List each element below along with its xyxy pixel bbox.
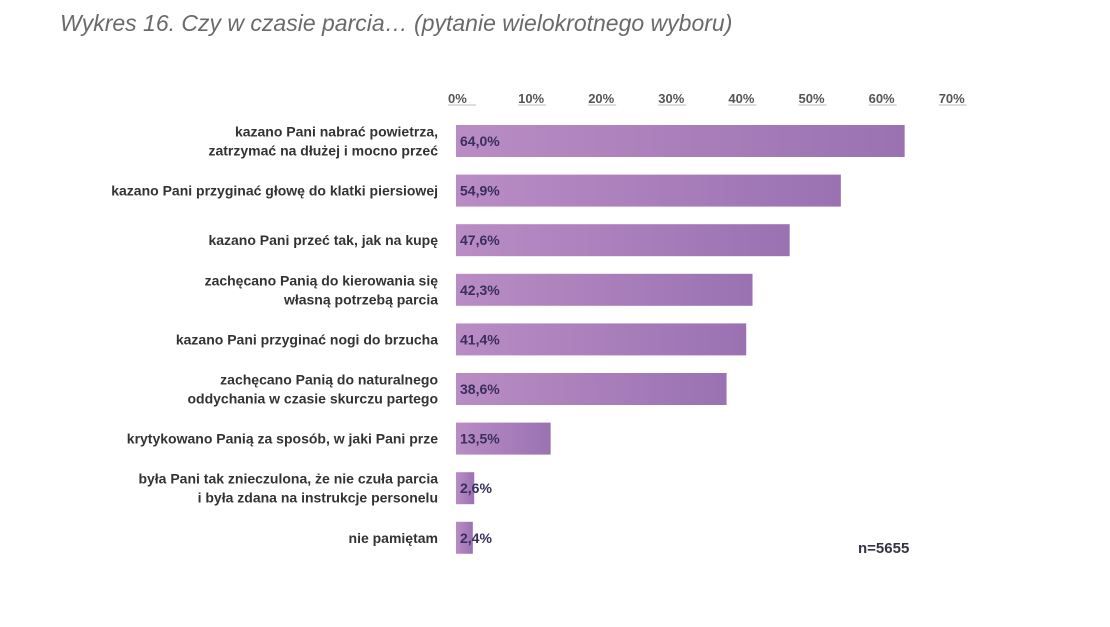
category-label: kazano Pani przyginać głowę do klatki pi…	[111, 183, 438, 199]
bar	[456, 125, 905, 157]
category-label: zatrzymać na dłużej i mocno przeć	[208, 143, 438, 159]
bar	[456, 521, 473, 554]
category-label: oddychania w czasie skurczu partego	[187, 391, 438, 407]
category-label: była Pani tak znieczulona, że nie czuła …	[138, 471, 438, 487]
bar	[456, 174, 841, 207]
category-label: i była zdana na instrukcje personelu	[198, 490, 438, 506]
bar	[456, 422, 551, 455]
bar	[456, 472, 475, 505]
x-tick-label: 40%	[728, 91, 754, 106]
bar	[456, 323, 747, 356]
category-label: własną potrzebą parcia	[283, 291, 438, 307]
bar-value-label: 38,6%	[460, 381, 500, 397]
x-tick-label: 0%	[448, 91, 467, 106]
category-label: kazano Pani przyginać nogi do brzucha	[176, 331, 438, 347]
category-label: kazano Pani nabrać powietrza,	[235, 124, 438, 140]
x-tick-label: 60%	[869, 91, 895, 106]
x-tick-label: 30%	[658, 91, 684, 106]
x-tick-label: 70%	[939, 91, 965, 106]
category-label: krytykowano Panią za sposób, w jaki Pani…	[127, 431, 438, 447]
category-labels: kazano Pani nabrać powietrza, zatrzymać n…	[111, 124, 438, 546]
sample-size-note: n=5655	[858, 540, 910, 557]
chart-title: Wykres 16. Czy w czasie parcia… (pytanie…	[60, 10, 733, 36]
bar-value-label: 2,6%	[460, 480, 492, 496]
bar	[456, 224, 790, 257]
x-axis: 0% 10% 20% 30% 40% 50% 60% 70%	[448, 91, 967, 106]
x-tick-label: 10%	[518, 91, 544, 106]
category-label: nie pamiętam	[349, 530, 438, 546]
bar	[456, 273, 753, 306]
category-label: zachęcano Panią do naturalnego	[220, 372, 438, 388]
x-tick-label: 50%	[799, 91, 825, 106]
bar-value-label: 64,0%	[460, 133, 500, 149]
bars-group: 64,0% 54,9% 47,6% 42,3% 41,4% 38,6% 13,5% 2,6% 2…	[456, 125, 905, 554]
bar-value-label: 13,5%	[460, 431, 500, 447]
bar-value-label: 2,4%	[460, 530, 492, 546]
category-label: zachęcano Panią do kierowania się	[205, 272, 439, 288]
bar-value-label: 47,6%	[460, 232, 500, 248]
bar-value-label: 54,9%	[460, 183, 500, 199]
x-tick-label: 20%	[588, 91, 614, 106]
bar-value-label: 42,3%	[460, 282, 500, 298]
category-label: kazano Pani przeć tak, jak na kupę	[208, 232, 438, 248]
bar-value-label: 41,4%	[460, 331, 500, 347]
bar	[456, 373, 727, 405]
